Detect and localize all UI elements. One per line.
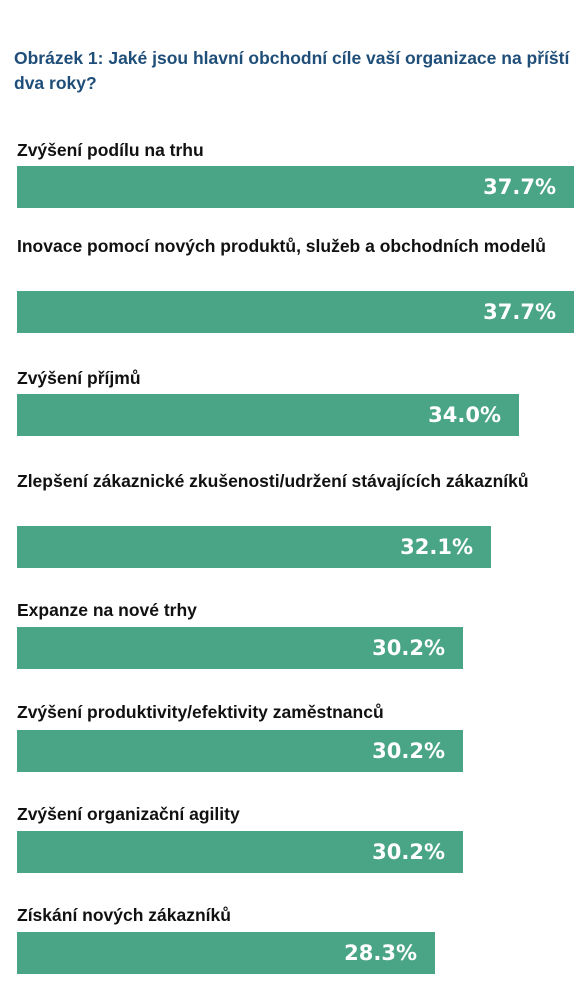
category-label: Zvýšení produktivity/efektivity zaměstna… — [17, 702, 384, 722]
bar: 32.1% — [17, 526, 491, 568]
category-label: Zvýšení podílu na trhu — [17, 140, 204, 160]
bar: 28.3% — [17, 932, 435, 974]
bar-value-label: 30.2% — [372, 840, 445, 864]
bar-value-label: 30.2% — [372, 636, 445, 660]
category-label: Zvýšení příjmů — [17, 368, 141, 388]
bar-value-label: 34.0% — [428, 403, 501, 427]
bar-value-label: 37.7% — [483, 175, 556, 199]
bar: 30.2% — [17, 627, 463, 669]
bar: 34.0% — [17, 394, 519, 436]
category-label: Zlepšení zákaznické zkušenosti/udržení s… — [17, 471, 529, 491]
bar-value-label: 37.7% — [483, 300, 556, 324]
bar-value-label: 30.2% — [372, 739, 445, 763]
bar: 37.7% — [17, 291, 574, 333]
bar: 30.2% — [17, 730, 463, 772]
bar-value-label: 28.3% — [344, 941, 417, 965]
bar: 37.7% — [17, 166, 574, 208]
category-label: Inovace pomocí nových produktů, služeb a… — [17, 236, 546, 256]
chart-title: Obrázek 1: Jaké jsou hlavní obchodní cíl… — [14, 48, 570, 93]
category-label: Zvýšení organizační agility — [17, 804, 240, 824]
bar-value-label: 32.1% — [400, 535, 473, 559]
category-label: Expanze na nové trhy — [17, 600, 197, 620]
bar: 30.2% — [17, 831, 463, 873]
category-label: Získání nových zákazníků — [17, 905, 231, 925]
